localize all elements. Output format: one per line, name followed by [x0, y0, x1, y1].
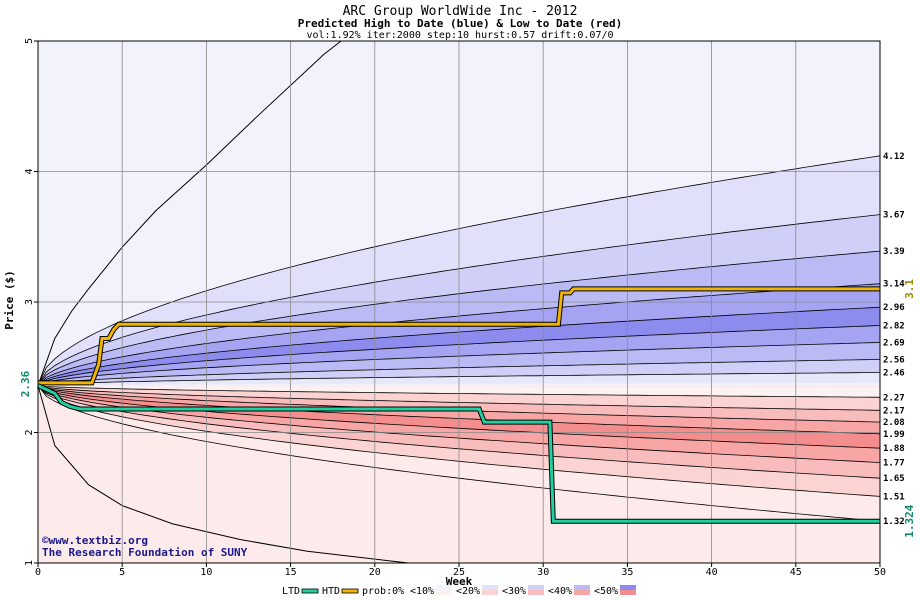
legend-swatch-high — [436, 585, 452, 590]
x-tick-label: 15 — [285, 567, 297, 578]
right-band-label: 2.08 — [883, 418, 905, 428]
right-band-label: 2.56 — [883, 355, 905, 365]
legend-swatch-low — [436, 590, 452, 595]
high-band — [38, 251, 880, 386]
right-band-label: 2.17 — [883, 406, 905, 416]
x-axis-ticks: 0 5 10 15 20 25 30 35 40 45 50 — [35, 563, 886, 578]
right-band-label: 1.99 — [883, 430, 905, 440]
legend-swatch-high — [528, 585, 544, 590]
y-tick-label: 4 — [24, 168, 35, 174]
x-axis-label: Week — [446, 575, 473, 588]
low-band — [38, 385, 880, 434]
high-band — [38, 155, 880, 386]
y-tick-label: 3 — [24, 299, 35, 305]
right-band-label: 3.14 — [883, 280, 905, 290]
x-tick-label: 25 — [453, 567, 465, 578]
low-band — [38, 385, 880, 497]
legend-label: <10% — [410, 586, 434, 597]
legend-label: <50% — [594, 586, 618, 597]
legend-swatch-low — [574, 590, 590, 595]
legend-label: <20% — [456, 586, 480, 597]
right-band-label: 2.69 — [883, 338, 905, 348]
right-band-label: 1.51 — [883, 492, 905, 502]
x-tick-label: 50 — [874, 567, 886, 578]
x-tick-label: 0 — [35, 567, 41, 578]
right-band-label: 4.12 — [883, 152, 905, 162]
chart-params: vol:1.92% iter:2000 step:10 hurst:0.57 d… — [306, 30, 613, 41]
right-band-label: 1.32 — [883, 517, 905, 527]
legend-swatch-high — [620, 585, 636, 590]
legend-label: prob:0% — [362, 586, 404, 597]
right-band-label: 2.82 — [883, 321, 905, 331]
chart-title: ARC Group WorldWide Inc - 2012 — [343, 4, 578, 19]
chart-subtitle: Predicted High to Date (blue) & Low to D… — [298, 17, 623, 30]
x-tick-label: 40 — [706, 567, 718, 578]
right-band-label: 2.46 — [883, 368, 905, 378]
low-band — [38, 385, 880, 479]
legend-swatch-line — [341, 588, 359, 594]
low-band — [38, 385, 880, 463]
y-tick-label: 2 — [24, 429, 35, 435]
price-paths — [36, 286, 880, 524]
x-tick-label: 35 — [621, 567, 633, 578]
right-band-label: 1.88 — [883, 444, 905, 454]
end-value-labels: 3.1 1.324 — [903, 279, 916, 538]
start-price-label: 2.36 — [19, 370, 32, 397]
legend: LTD HTD prob:0% <10% <20% <30% <40% <50% — [282, 585, 636, 597]
x-tick-label: 5 — [119, 567, 125, 578]
legend-label: LTD — [282, 586, 300, 597]
high-band — [38, 214, 880, 386]
credit-org: The Research Foundation of SUNY — [42, 546, 248, 559]
ltd-line — [37, 384, 880, 523]
y-axis-ticks: 1 2 3 4 5 — [24, 38, 38, 566]
legend-swatch-low — [620, 590, 636, 595]
y-tick-label: 1 — [24, 560, 35, 566]
legend-swatch-high — [574, 585, 590, 590]
legend-label: <40% — [548, 586, 572, 597]
x-tick-label: 30 — [537, 567, 549, 578]
right-band-label: 2.27 — [883, 393, 905, 403]
right-band-label: 3.39 — [883, 247, 905, 257]
x-tick-label: 20 — [369, 567, 381, 578]
right-band-label: 2.96 — [883, 303, 905, 313]
legend-label: <30% — [502, 586, 526, 597]
right-band-label: 1.65 — [883, 474, 905, 484]
right-band-label: 3.67 — [883, 211, 905, 221]
legend-swatch-low — [528, 590, 544, 595]
right-band-label: 1.77 — [883, 459, 905, 469]
outer-low-envelope — [37, 385, 409, 564]
legend-label: HTD — [322, 586, 340, 597]
x-tick-label: 10 — [200, 567, 212, 578]
y-axis-label: Price ($) — [3, 270, 16, 330]
ltd-end-label: 1.324 — [903, 504, 916, 537]
high-band — [38, 283, 880, 386]
legend-swatch-line — [301, 588, 319, 594]
low-band — [38, 385, 880, 522]
htd-end-label: 3.1 — [903, 279, 916, 299]
htd-line — [38, 287, 880, 385]
legend-swatch-high — [482, 585, 498, 590]
credit-url: ©www.textbiz.org — [42, 534, 148, 547]
legend-swatch-low — [482, 590, 498, 595]
x-tick-label: 45 — [790, 567, 802, 578]
y-tick-label: 5 — [24, 38, 35, 44]
right-band-labels: 4.12 3.67 3.39 3.14 2.96 2.82 2.69 2.56 2.46 2.27… — [883, 152, 905, 527]
high-band — [38, 307, 880, 386]
